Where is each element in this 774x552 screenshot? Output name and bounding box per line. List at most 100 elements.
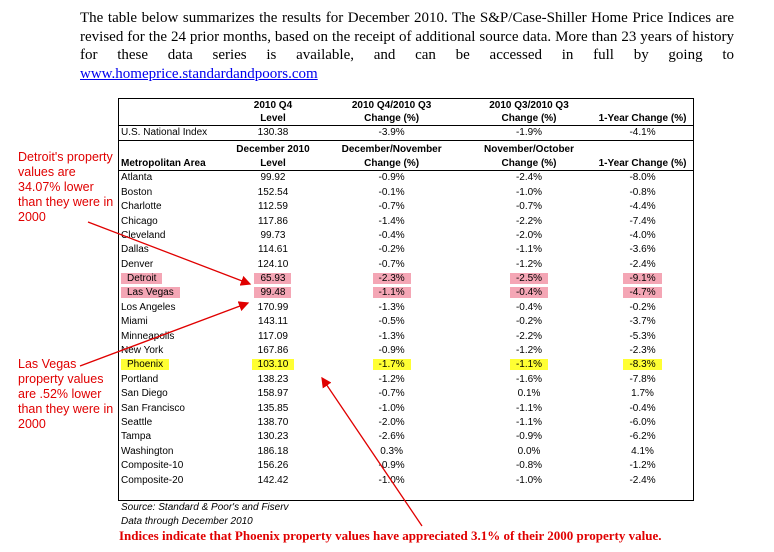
metro-header-row-2: Metropolitan Area Level Change (%) Chang… bbox=[119, 155, 693, 172]
table-cell: 170.99 bbox=[257, 301, 289, 313]
table-cell: 1.7% bbox=[631, 388, 654, 400]
table-cell: 186.18 bbox=[257, 445, 289, 457]
phoenix-arrow bbox=[321, 376, 423, 527]
table-cell: Tampa bbox=[121, 431, 152, 443]
table-cell: -1.7% bbox=[317, 358, 466, 372]
table-row: Washington 186.18 0.3% 0.0% 4.1% bbox=[119, 445, 693, 459]
table-cell: -4.4% bbox=[629, 201, 656, 213]
table-cell: San Diego bbox=[121, 388, 168, 400]
table-cell: Washington bbox=[121, 445, 174, 457]
table-row: Boston 152.54 -0.1% -1.0% -0.8% bbox=[119, 186, 693, 200]
table-cell: Composite-10 bbox=[121, 460, 184, 472]
table-cell: -2.0% bbox=[515, 229, 543, 241]
table-cell: -4.0% bbox=[629, 229, 656, 241]
highlight: -1.1% bbox=[509, 359, 549, 371]
table-cell: -1.3% bbox=[378, 301, 405, 313]
table-cell: San Francisco bbox=[121, 402, 185, 414]
highlight: -8.3% bbox=[623, 359, 662, 371]
table-cell: 156.26 bbox=[257, 460, 289, 472]
table-cell: -0.7% bbox=[378, 201, 405, 213]
table-cell: -1.2% bbox=[378, 373, 405, 385]
table-row: Phoenix 103.10 -1.7% -1.1% -8.3% bbox=[119, 358, 693, 372]
national-header-row-2: Level Change (%) Change (%) 1-Year Chang… bbox=[119, 112, 693, 126]
table-cell: 0.0% bbox=[517, 445, 541, 457]
table-cell: U.S. National Index bbox=[119, 125, 229, 142]
table-cell: Detroit bbox=[119, 272, 229, 286]
table-cell: -2.5% bbox=[466, 272, 592, 286]
highlight: -0.4% bbox=[509, 287, 549, 299]
table-cell: Las Vegas bbox=[119, 286, 229, 300]
table-row: Denver 124.10 -0.7% -1.2% -2.4% bbox=[119, 258, 693, 272]
header-cell: 2010 Q4 bbox=[253, 100, 293, 111]
header-cell: Level bbox=[228, 112, 318, 126]
header-cell: Change (%) bbox=[465, 155, 593, 172]
table-row: Tampa 130.23 -2.6% -0.9% -6.2% bbox=[119, 430, 693, 444]
table-cell: Los Angeles bbox=[121, 301, 176, 313]
table-cell: -1.0% bbox=[378, 402, 405, 414]
table-cell: 138.70 bbox=[257, 417, 289, 428]
table-cell: -3.6% bbox=[629, 244, 656, 256]
table-row: Charlotte 112.59 -0.7% -0.7% -4.4% bbox=[119, 200, 693, 214]
table-cell: -0.2% bbox=[515, 316, 543, 328]
header-cell: 1-Year Change (%) bbox=[592, 112, 693, 126]
table-cell: -6.2% bbox=[629, 431, 656, 443]
intro-paragraph: The table below summarizes the results f… bbox=[80, 9, 734, 83]
table-row: Atlanta 99.92 -0.9% -2.4% -8.0% bbox=[119, 171, 693, 186]
table-cell: Minneapolis bbox=[121, 330, 175, 342]
homeprice-link[interactable]: www.homeprice.standardandpoors.com bbox=[80, 65, 318, 82]
table-cell: 99.73 bbox=[260, 229, 286, 241]
table-cell: -9.1% bbox=[592, 272, 693, 286]
table-cell: -1.6% bbox=[515, 373, 543, 385]
table-cell: -0.7% bbox=[378, 258, 405, 270]
header-cell: November/October bbox=[483, 143, 575, 155]
las-vegas-arrow bbox=[79, 301, 250, 367]
table-cell: Boston bbox=[121, 186, 153, 198]
table-cell: Dallas bbox=[121, 244, 149, 256]
table-row: Las Vegas 99.48 -1.1% -0.4% -4.7% bbox=[119, 286, 693, 300]
table-cell: 99.92 bbox=[260, 172, 286, 184]
index-table-body: 2010 Q4 2010 Q4/2010 Q3 2010 Q3/2010 Q3 … bbox=[119, 99, 693, 488]
table-row: Los Angeles 170.99 -1.3% -0.4% -0.2% bbox=[119, 301, 693, 315]
index-table: 2010 Q4 2010 Q4/2010 Q3 2010 Q3/2010 Q3 … bbox=[118, 98, 694, 501]
table-cell: 124.10 bbox=[257, 258, 289, 270]
table-cell: -1.3% bbox=[378, 330, 405, 342]
table-cell: Phoenix bbox=[119, 358, 229, 372]
table-cell: -8.0% bbox=[629, 172, 656, 184]
table-cell: Chicago bbox=[121, 215, 158, 227]
table-cell: -8.3% bbox=[592, 358, 693, 372]
table-cell: 103.10 bbox=[229, 358, 318, 372]
table-row: New York 167.86 -0.9% -1.2% -2.3% bbox=[119, 344, 693, 358]
table-row: Cleveland 99.73 -0.4% -2.0% -4.0% bbox=[119, 229, 693, 243]
table-row: Minneapolis 117.09 -1.3% -2.2% -5.3% bbox=[119, 329, 693, 343]
table-cell: 117.09 bbox=[258, 330, 288, 342]
header-cell: Level bbox=[228, 155, 318, 172]
phoenix-annotation: Indices indicate that Phoenix property v… bbox=[119, 528, 662, 543]
table-cell: 142.42 bbox=[257, 474, 289, 486]
header-cell: December/November bbox=[341, 143, 442, 155]
table-cell: -0.8% bbox=[629, 186, 656, 198]
table-cell: -0.4% bbox=[515, 301, 543, 313]
table-cell: 4.1% bbox=[631, 445, 654, 457]
table-cell: Composite-20 bbox=[121, 474, 184, 486]
table-cell: 99.48 bbox=[229, 286, 318, 300]
table-cell: -1.1% bbox=[515, 417, 543, 428]
header-cell: Metropolitan Area bbox=[119, 155, 229, 172]
table-cell: 0.1% bbox=[517, 388, 541, 400]
national-index-row: U.S. National Index 130.38 -3.9% -1.9% -… bbox=[119, 125, 693, 142]
table-cell: Charlotte bbox=[121, 201, 162, 213]
header-cell: 2010 Q3/2010 Q3 bbox=[489, 100, 569, 111]
table-cell: -0.7% bbox=[378, 388, 405, 400]
table-cell: -2.3% bbox=[317, 272, 466, 286]
table-cell: -1.2% bbox=[515, 345, 543, 357]
intro-text: The table below summarizes the results f… bbox=[80, 10, 734, 63]
table-cell: -3.9% bbox=[317, 125, 466, 142]
table-cell: -1.2% bbox=[629, 460, 656, 472]
highlight: 65.93 bbox=[254, 273, 292, 285]
detroit-annotation: Detroit's property values are 34.07% low… bbox=[18, 150, 114, 224]
table-row: Detroit 65.93 -2.3% -2.5% -9.1% bbox=[119, 272, 693, 286]
table-cell: Denver bbox=[121, 258, 154, 270]
table-cell: -4.7% bbox=[592, 286, 693, 300]
source-note: Source: Standard & Poor's and Fiserv bbox=[121, 502, 289, 513]
header-cell: Change (%) bbox=[465, 112, 593, 126]
header-cell: Change (%) bbox=[317, 112, 466, 126]
